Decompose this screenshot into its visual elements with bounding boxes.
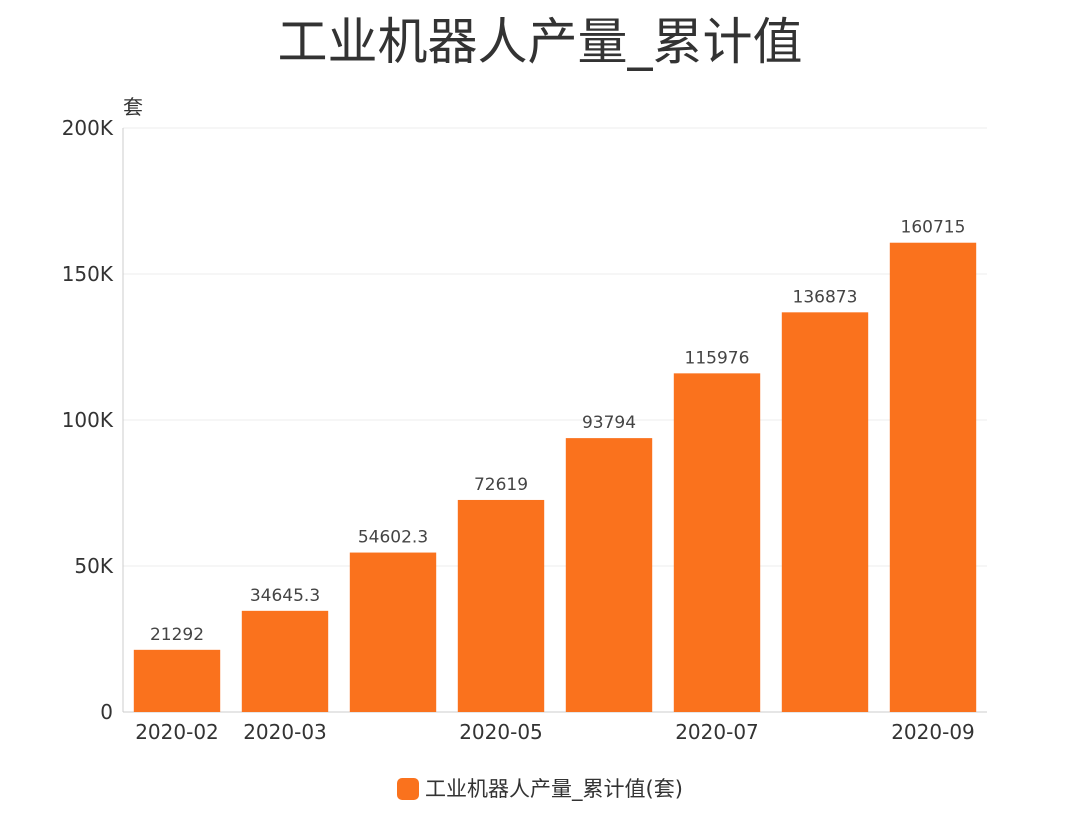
bar-value-label: 136873 bbox=[793, 287, 858, 307]
y-tick-label: 100K bbox=[62, 408, 114, 432]
y-tick-label: 150K bbox=[62, 262, 114, 286]
chart-title: 工业机器人产量_累计值 bbox=[277, 13, 803, 71]
bars bbox=[133, 242, 977, 712]
bar-value-label: 160715 bbox=[901, 218, 966, 238]
y-tick-label: 0 bbox=[100, 700, 113, 724]
x-tick-label: 2020-07 bbox=[675, 720, 759, 744]
bar bbox=[889, 242, 977, 712]
bar bbox=[457, 499, 545, 712]
bar bbox=[133, 649, 221, 712]
bar-value-label: 93794 bbox=[582, 413, 636, 433]
legend[interactable]: 工业机器人产量_累计值(套) bbox=[0, 774, 1080, 804]
bar bbox=[241, 610, 329, 712]
legend-swatch bbox=[397, 778, 420, 800]
bar bbox=[349, 552, 437, 712]
bar-value-label: 115976 bbox=[685, 348, 750, 368]
bar bbox=[673, 373, 761, 712]
legend-label: 工业机器人产量_累计值(套) bbox=[425, 777, 683, 801]
x-tick-label: 2020-02 bbox=[135, 720, 219, 744]
x-tick-label: 2020-09 bbox=[891, 720, 975, 744]
labels: 0 50K 100K 150K 200K 套 21292 2020-02 34645.3 2020… bbox=[62, 95, 975, 744]
x-tick-label: 2020-03 bbox=[243, 720, 327, 744]
y-axis-unit-label: 套 bbox=[123, 95, 143, 119]
bar bbox=[781, 312, 869, 712]
x-tick-label: 2020-05 bbox=[459, 720, 543, 744]
bar-value-label: 21292 bbox=[150, 625, 204, 645]
bar-value-label: 34645.3 bbox=[250, 586, 320, 606]
bar-value-label: 72619 bbox=[474, 475, 528, 495]
bar bbox=[565, 438, 653, 712]
y-tick-label: 50K bbox=[74, 554, 113, 578]
bar-value-label: 54602.3 bbox=[358, 528, 428, 548]
y-tick-label: 200K bbox=[62, 116, 114, 140]
